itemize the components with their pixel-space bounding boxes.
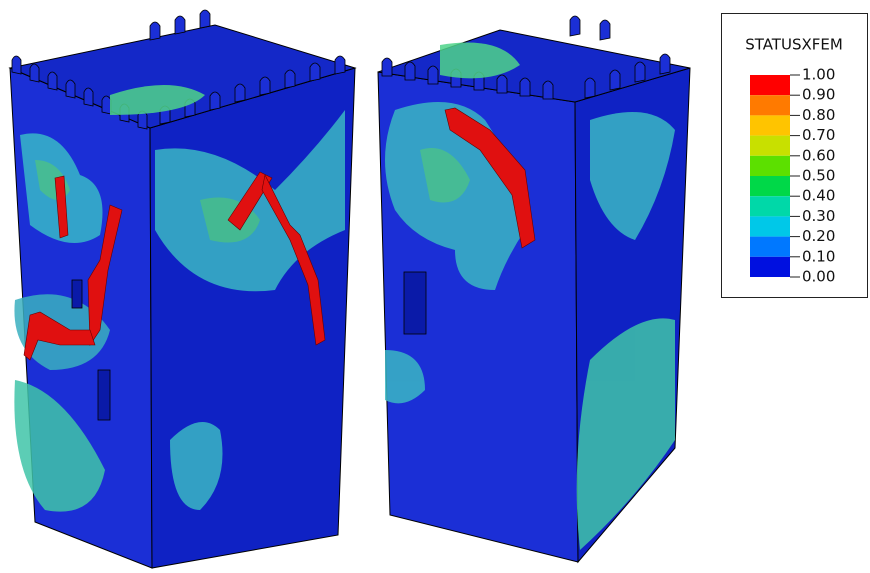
legend-swatch — [750, 115, 790, 135]
left-tower — [10, 10, 355, 568]
legend-swatch — [750, 257, 790, 277]
legend-swatch — [750, 95, 790, 115]
legend-label: 0.40 — [802, 187, 835, 205]
legend-label: 0.50 — [802, 167, 835, 185]
right-tower — [378, 16, 690, 562]
legend-swatch — [750, 156, 790, 176]
legend-label: 0.30 — [802, 207, 835, 225]
legend-swatch — [750, 216, 790, 236]
legend-label: 0.80 — [802, 106, 835, 124]
legend-label: 0.60 — [802, 146, 835, 164]
legend-label: 0.70 — [802, 126, 835, 144]
legend-swatch — [750, 136, 790, 156]
legend-swatch — [750, 196, 790, 216]
legend-label: 1.00 — [802, 66, 835, 84]
legend-label: 0.00 — [802, 268, 835, 286]
legend-label: 0.10 — [802, 247, 835, 265]
legend-swatch — [750, 237, 790, 257]
legend-label: 0.20 — [802, 227, 835, 245]
legend: STATUSXFEM 1.00 0.90 0.80 0.70 0.60 0.50 0.40 0… — [722, 14, 868, 298]
legend-swatch — [750, 75, 790, 95]
legend-label: 0.90 — [802, 86, 835, 104]
legend-title: STATUSXFEM — [745, 36, 843, 54]
screenshot: STATUSXFEM 1.00 0.90 0.80 0.70 0.60 0.50 0.40 0… — [0, 0, 870, 573]
fem-render: STATUSXFEM 1.00 0.90 0.80 0.70 0.60 0.50 0.40 0… — [0, 0, 870, 573]
legend-swatch — [750, 176, 790, 196]
